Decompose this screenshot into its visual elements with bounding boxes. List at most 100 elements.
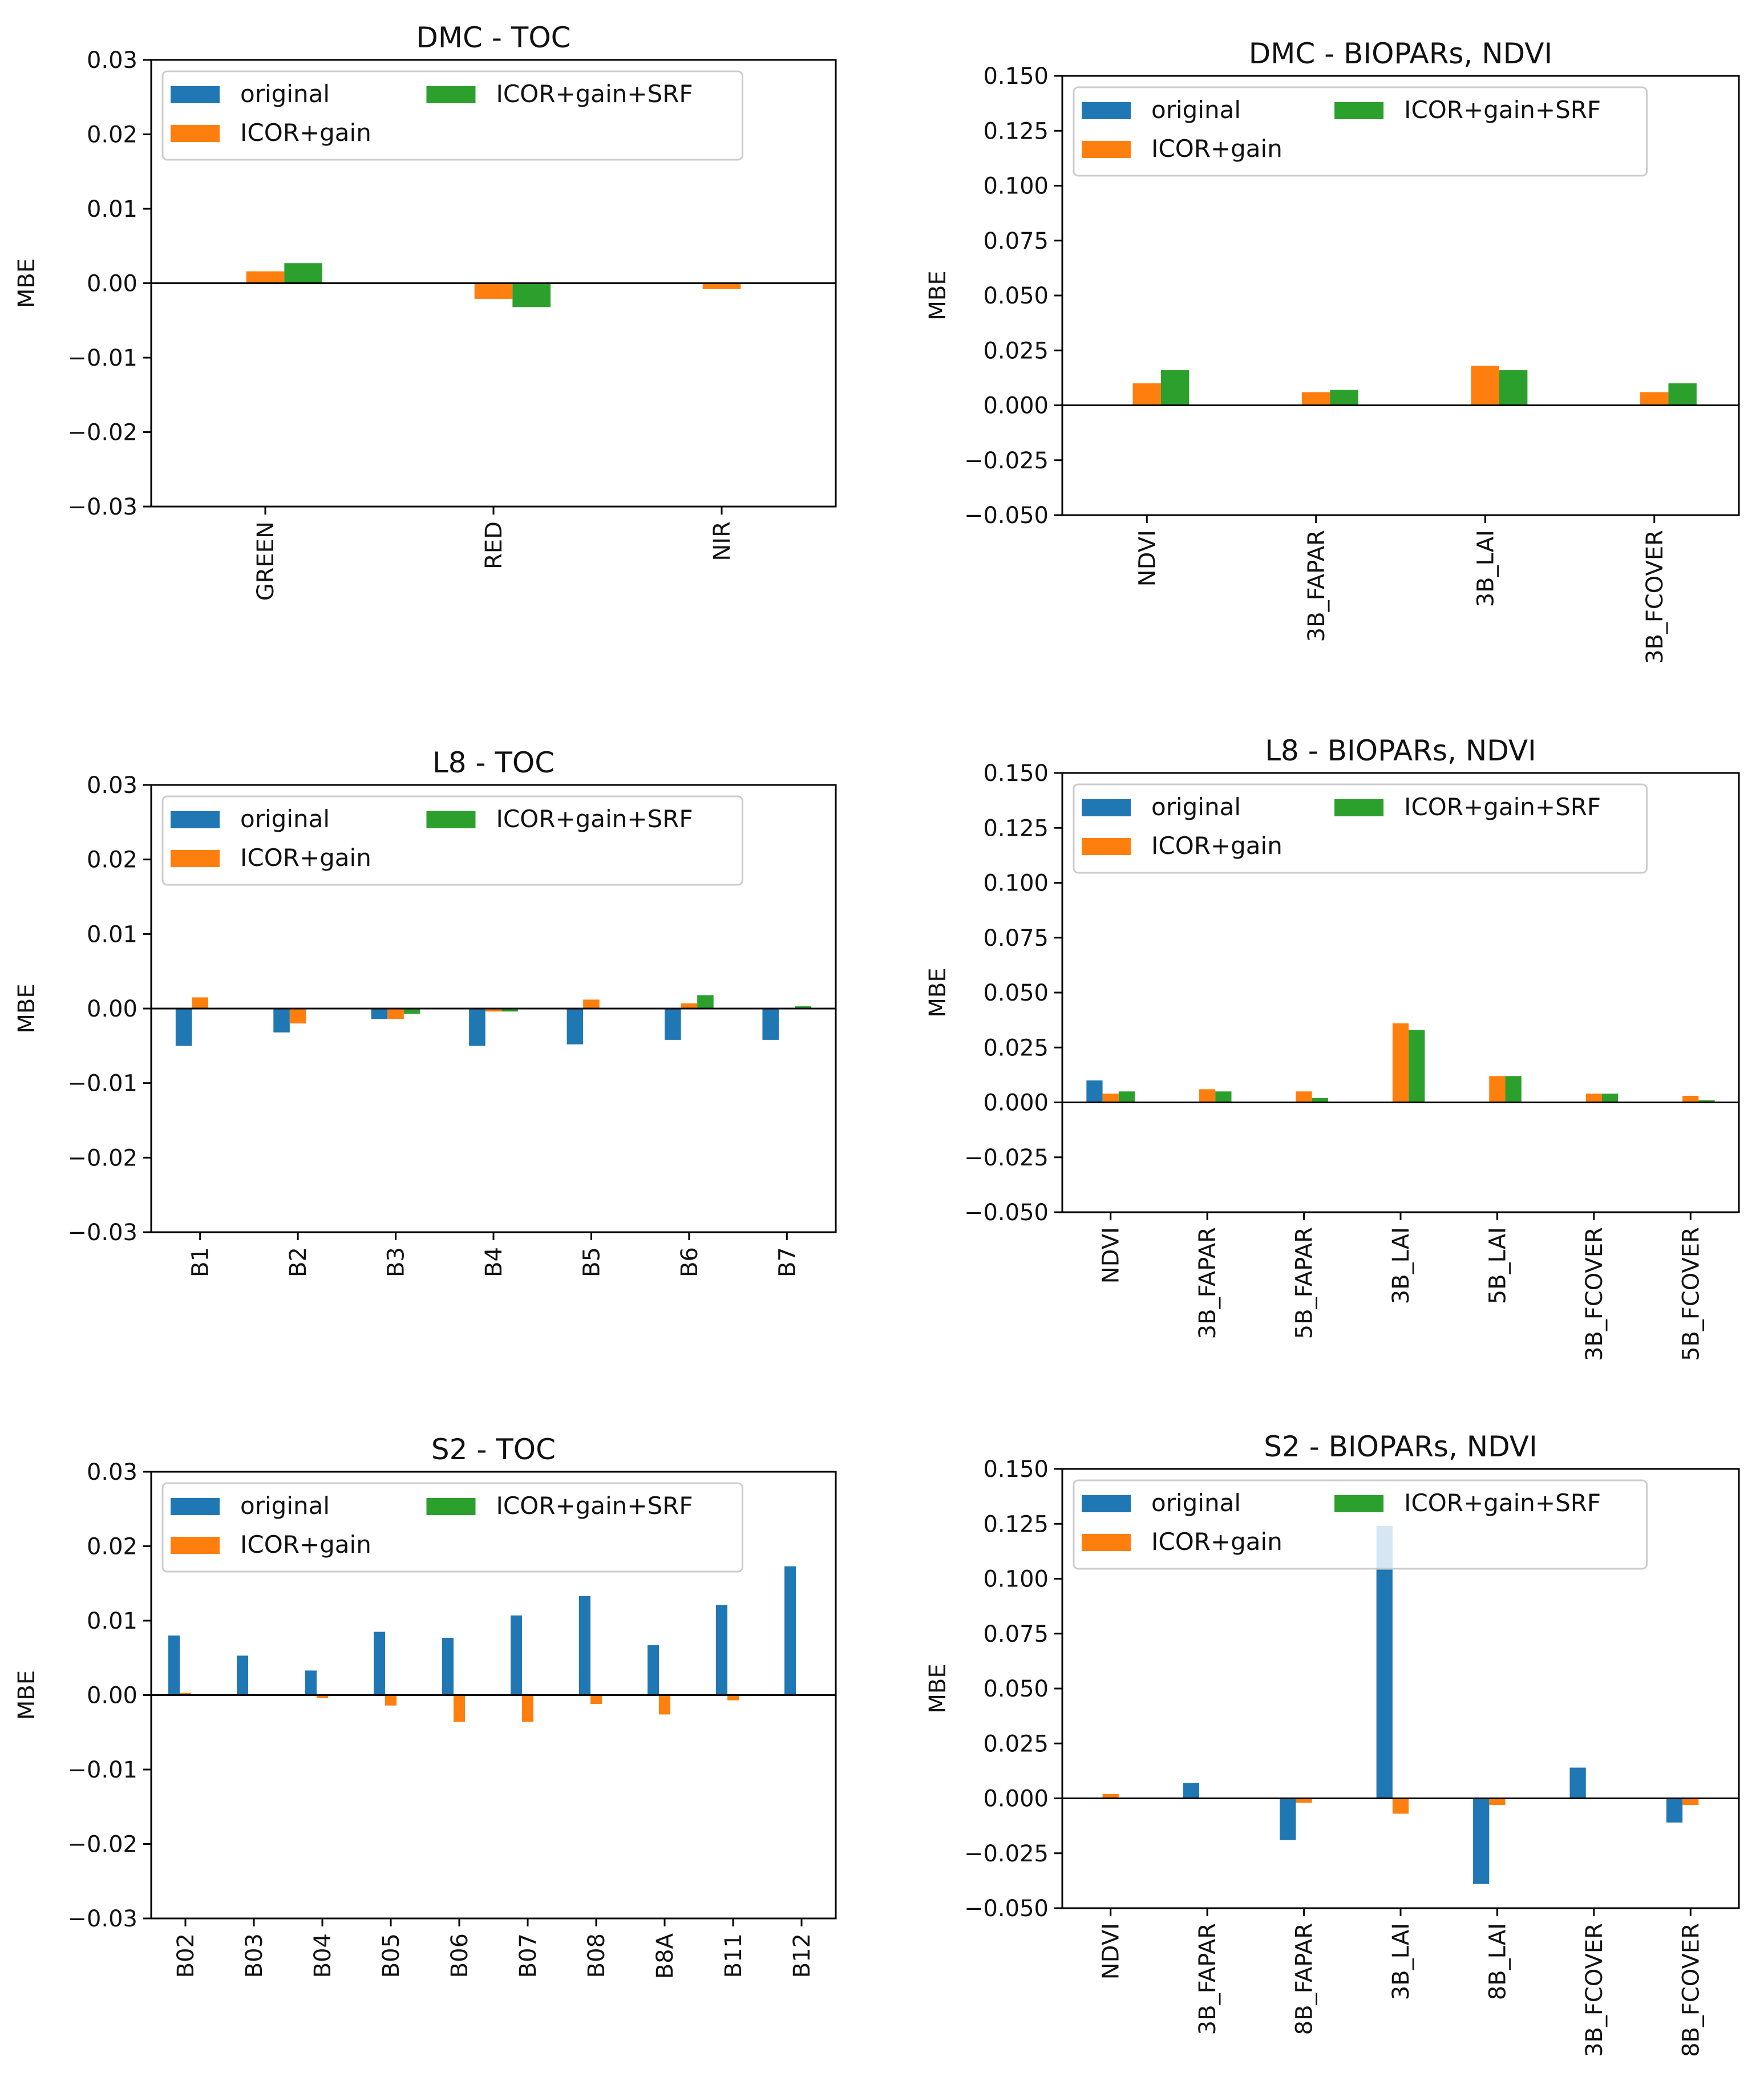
bar-original xyxy=(1086,1080,1103,1103)
dmc-toc-chart: DMC - TOC MBE 0.03 0.02 0.01 0.00 −0.01 −0.02 −0… xyxy=(14,21,837,601)
bar-icor-gain xyxy=(1392,1023,1409,1103)
bar-icor-gain xyxy=(590,1695,602,1705)
x-tick-label: NDVI xyxy=(1098,1227,1124,1284)
bar-original xyxy=(442,1638,454,1695)
bar-icor-gain-srf xyxy=(697,995,714,1009)
y-axis-label: MBE xyxy=(14,258,40,308)
bar-original xyxy=(237,1655,248,1695)
legend-label: ICOR+gain+SRF xyxy=(496,805,693,833)
bar-original xyxy=(511,1615,522,1695)
legend-box xyxy=(1073,86,1648,177)
legend-box xyxy=(161,795,743,886)
legend-swatch xyxy=(171,811,220,828)
bar-icor-gain xyxy=(1682,1095,1699,1103)
y-tick-label: 0.00 xyxy=(87,271,137,297)
y-tick-label: −0.03 xyxy=(67,1906,137,1932)
y-tick-label: −0.025 xyxy=(964,1145,1049,1171)
bar-icor-gain xyxy=(474,283,513,299)
x-tick-label: B06 xyxy=(447,1933,473,1978)
legend: original ICOR+gain ICOR+gain+SRF xyxy=(1073,1479,1648,1570)
bar-original xyxy=(1666,1798,1683,1823)
bar-icor-gain-srf xyxy=(795,1006,812,1009)
bar-original xyxy=(168,1635,180,1695)
plot-frame xyxy=(1061,1468,1740,1909)
x-tick-label: RED xyxy=(481,521,507,569)
x-tick-label: NDVI xyxy=(1134,530,1160,586)
bar-icor-gain-srf xyxy=(403,1009,420,1014)
bar-icor-gain xyxy=(681,1003,698,1009)
legend-label: original xyxy=(1151,1489,1241,1517)
legend: original ICOR+gain ICOR+gain+SRF xyxy=(1073,86,1648,177)
bar-original xyxy=(374,1631,385,1695)
y-tick-label: −0.03 xyxy=(67,1220,137,1246)
chart-title: DMC - TOC xyxy=(416,21,571,54)
bar-icor-gain xyxy=(289,1009,306,1024)
legend-swatch xyxy=(171,1498,220,1515)
bar-original xyxy=(469,1009,485,1046)
bar-icor-gain xyxy=(485,1009,502,1012)
x-tick-label: B08 xyxy=(584,1933,610,1978)
bar-icor-gain xyxy=(454,1695,465,1722)
legend-swatch xyxy=(1082,102,1131,119)
bar-icor-gain xyxy=(1132,383,1161,406)
bar-icor-gain-srf xyxy=(1409,1030,1425,1103)
x-tick-label: 5B_LAI xyxy=(1484,1227,1511,1304)
legend-swatch xyxy=(1082,838,1131,855)
legend-swatch xyxy=(426,811,476,828)
y-tick-label: 0.00 xyxy=(87,1683,137,1709)
legend-swatch xyxy=(1082,141,1131,158)
chart-title: S2 - TOC xyxy=(431,1433,556,1466)
bar-original xyxy=(648,1645,659,1695)
x-tick-label: 5B_FCOVER xyxy=(1678,1227,1704,1361)
y-tick-label: 0.025 xyxy=(983,1035,1049,1061)
y-tick-label: 0.075 xyxy=(983,1621,1049,1647)
y-tick-label: −0.01 xyxy=(67,1071,137,1097)
bar-icor-gain xyxy=(1682,1798,1699,1805)
bar-original xyxy=(1376,1526,1393,1799)
x-tick-label: 8B_LAI xyxy=(1484,1923,1511,2000)
legend: original ICOR+gain ICOR+gain+SRF xyxy=(161,795,743,886)
legend-swatch xyxy=(171,86,220,103)
y-axis-label: MBE xyxy=(14,983,40,1033)
legend-label: ICOR+gain xyxy=(240,844,371,872)
x-tick-label: 3B_LAI xyxy=(1388,1923,1414,2000)
x-tick-label: B02 xyxy=(173,1933,199,1978)
legend-label: ICOR+gain+SRF xyxy=(496,80,693,108)
y-tick-label: 0.150 xyxy=(983,760,1049,787)
y-tick-label: 0.03 xyxy=(87,1459,137,1485)
bar-icor-gain xyxy=(522,1695,533,1722)
x-tick-label: B4 xyxy=(481,1247,507,1277)
bar-icor-gain xyxy=(1471,366,1499,406)
y-tick-label: −0.03 xyxy=(67,494,137,520)
bar-original xyxy=(1473,1798,1490,1884)
bar-original xyxy=(273,1009,290,1033)
chart-title: L8 - BIOPARs, NDVI xyxy=(1265,734,1536,767)
bar-icor-gain-srf xyxy=(512,283,551,307)
bar-icor-gain xyxy=(1392,1798,1409,1814)
y-axis-label: MBE xyxy=(925,270,951,320)
bar-icor-gain xyxy=(1640,392,1669,406)
y-tick-label: 0.000 xyxy=(983,1786,1049,1812)
bar-icor-gain xyxy=(1585,1094,1602,1103)
legend-swatch xyxy=(1334,102,1384,119)
bar-icor-gain xyxy=(387,1009,404,1019)
y-tick-label: 0.125 xyxy=(983,118,1049,144)
y-tick-label: 0.125 xyxy=(983,1511,1049,1537)
bar-icor-gain xyxy=(1102,1794,1119,1799)
x-tick-label: 3B_FAPAR xyxy=(1304,530,1330,642)
legend-swatch xyxy=(1082,1495,1131,1512)
x-tick-label: 3B_FCOVER xyxy=(1642,530,1668,664)
bar-icor-gain xyxy=(1296,1091,1312,1103)
legend-label: ICOR+gain+SRF xyxy=(1404,1489,1601,1517)
chart-title: L8 - TOC xyxy=(432,746,555,779)
x-tick-label: 3B_LAI xyxy=(1388,1227,1414,1304)
x-tick-label: B8A xyxy=(652,1933,678,1979)
bar-original xyxy=(665,1009,681,1040)
bar-icor-gain xyxy=(385,1695,397,1706)
y-tick-label: 0.03 xyxy=(87,47,137,74)
bar-original xyxy=(1183,1783,1200,1799)
legend-swatch xyxy=(171,850,220,867)
y-tick-label: −0.025 xyxy=(964,1841,1049,1867)
x-tick-label: B2 xyxy=(285,1247,311,1277)
x-tick-label: NIR xyxy=(709,521,735,561)
